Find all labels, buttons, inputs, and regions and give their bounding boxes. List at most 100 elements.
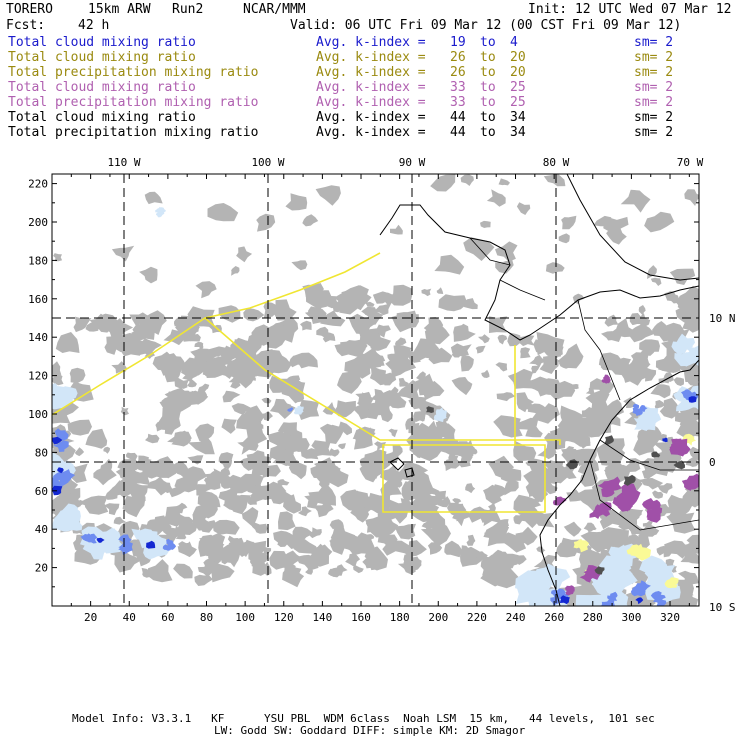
x-tick-label: 300 (621, 611, 641, 624)
x-tick-label: 220 (467, 611, 487, 624)
x-tick-label: 100 (235, 611, 255, 624)
coastline-central-america (379, 204, 699, 341)
legend-sm: sm= 2 (634, 65, 674, 80)
cloud-light-blue-layer (52, 206, 699, 606)
cloud-deep-blue-layer (52, 396, 697, 605)
legend-k1: 33 (450, 95, 466, 110)
legend-sm: sm= 2 (634, 110, 674, 125)
longitude-label: 80 W (543, 156, 570, 169)
model-info-line1: Model Info: V3.3.1 KF YSU PBL WDM 6class… (72, 712, 655, 725)
legend-field: Total precipitation mixing ratio (8, 95, 259, 110)
x-tick-label: 140 (312, 611, 332, 624)
legend-k1: 26 (450, 65, 466, 80)
legend-k2: 25 (510, 80, 526, 95)
forecast-hour: 42 h (78, 18, 110, 33)
legend-idx-label: Avg. k-index = (316, 110, 426, 125)
y-tick-label: 20 (35, 562, 48, 575)
legend-sm: sm= 2 (634, 80, 674, 95)
legend-k1: 26 (450, 50, 466, 65)
y-tick-label: 140 (28, 331, 48, 344)
axis-ticks (52, 174, 699, 606)
model-info-line2: LW: Godd SW: Goddard DIFF: simple KM: 2D… (214, 724, 526, 737)
legend-k1: 33 (450, 80, 466, 95)
latitude-label: 0 (709, 456, 716, 469)
domain-boundary-line (52, 252, 381, 416)
domain-boundary-line (204, 317, 561, 445)
plot-frame (51, 173, 700, 607)
legend-to: to (480, 95, 496, 110)
x-tick-label: 240 (506, 611, 526, 624)
legend-to: to (480, 80, 496, 95)
legend-field: Total cloud mixing ratio (8, 80, 196, 95)
longitude-label: 90 W (399, 156, 426, 169)
longitude-label: 100 W (251, 156, 284, 169)
coastline-caribbean (566, 174, 699, 281)
legend-idx-label: Avg. k-index = (316, 35, 426, 50)
domain-boundary-box (382, 444, 546, 513)
x-tick-label: 320 (660, 611, 680, 624)
legend-k2: 34 (510, 125, 526, 140)
legend-to: to (480, 110, 496, 125)
y-tick-label: 120 (28, 370, 48, 383)
legend-k2: 25 (510, 95, 526, 110)
legend-k2: 20 (510, 50, 526, 65)
valid-time: Valid: 06 UTC Fri 09 Mar 12 (00 CST Fri … (290, 18, 682, 33)
model-name: TORERO (6, 2, 53, 17)
precip-purple-layer (552, 374, 699, 596)
model-resolution: 15km ARW (88, 2, 151, 17)
legend-field: Total cloud mixing ratio (8, 35, 196, 50)
legend-field: Total cloud mixing ratio (8, 110, 196, 125)
latitude-label: 10 N (709, 312, 736, 325)
forecast-label: Fcst: (6, 18, 46, 33)
x-tick-label: 160 (351, 611, 371, 624)
legend-k2: 34 (510, 110, 526, 125)
coastline-south-america (539, 359, 699, 606)
y-tick-label: 160 (28, 293, 48, 306)
legend-k1: 19 (450, 35, 466, 50)
x-tick-label: 40 (123, 611, 136, 624)
axis-labels: 20 40 60 80 100 120 140 160 180 200 220 240 260 280 30… (28, 156, 735, 624)
cloud-dark-layer (426, 406, 685, 575)
x-tick-label: 260 (544, 611, 564, 624)
legend-sm: sm= 2 (634, 125, 674, 140)
x-tick-label: 120 (274, 611, 294, 624)
x-tick-label: 180 (390, 611, 410, 624)
latlon-grid (52, 174, 699, 606)
legend-idx-label: Avg. k-index = (316, 80, 426, 95)
y-tick-label: 220 (28, 178, 48, 191)
y-tick-label: 180 (28, 254, 48, 267)
legend-k2: 20 (510, 65, 526, 80)
init-time: Init: 12 UTC Wed 07 Mar 12 (528, 2, 732, 17)
legend-k1: 44 (450, 125, 466, 140)
legend-to: to (480, 35, 496, 50)
longitude-label: 70 W (677, 156, 704, 169)
legend-k2: 4 (510, 35, 518, 50)
legend-idx-label: Avg. k-index = (316, 65, 426, 80)
latitude-label: 10 S (709, 601, 736, 614)
legend-field: Total precipitation mixing ratio (8, 125, 259, 140)
y-tick-label: 40 (35, 523, 48, 536)
x-tick-label: 80 (200, 611, 213, 624)
y-tick-label: 80 (35, 446, 48, 459)
map-layers (52, 174, 699, 606)
legend-idx-label: Avg. k-index = (316, 95, 426, 110)
model-org: NCAR/MMM (243, 2, 306, 17)
legend-to: to (480, 50, 496, 65)
legend-sm: sm= 2 (634, 50, 674, 65)
country-borders (469, 237, 699, 531)
x-tick-label: 200 (428, 611, 448, 624)
legend-idx-label: Avg. k-index = (316, 125, 426, 140)
legend-k1: 44 (450, 110, 466, 125)
galapagos-islands (389, 457, 415, 478)
x-tick-label: 20 (84, 611, 97, 624)
legend-idx-label: Avg. k-index = (316, 50, 426, 65)
legend-sm: sm= 2 (634, 95, 674, 110)
y-tick-label: 100 (28, 408, 48, 421)
model-run: Run2 (172, 2, 204, 17)
x-tick-label: 60 (161, 611, 174, 624)
legend-field: Total cloud mixing ratio (8, 50, 196, 65)
legend-field: Total precipitation mixing ratio (8, 65, 259, 80)
longitude-label: 110 W (107, 156, 140, 169)
legend-to: to (480, 125, 496, 140)
